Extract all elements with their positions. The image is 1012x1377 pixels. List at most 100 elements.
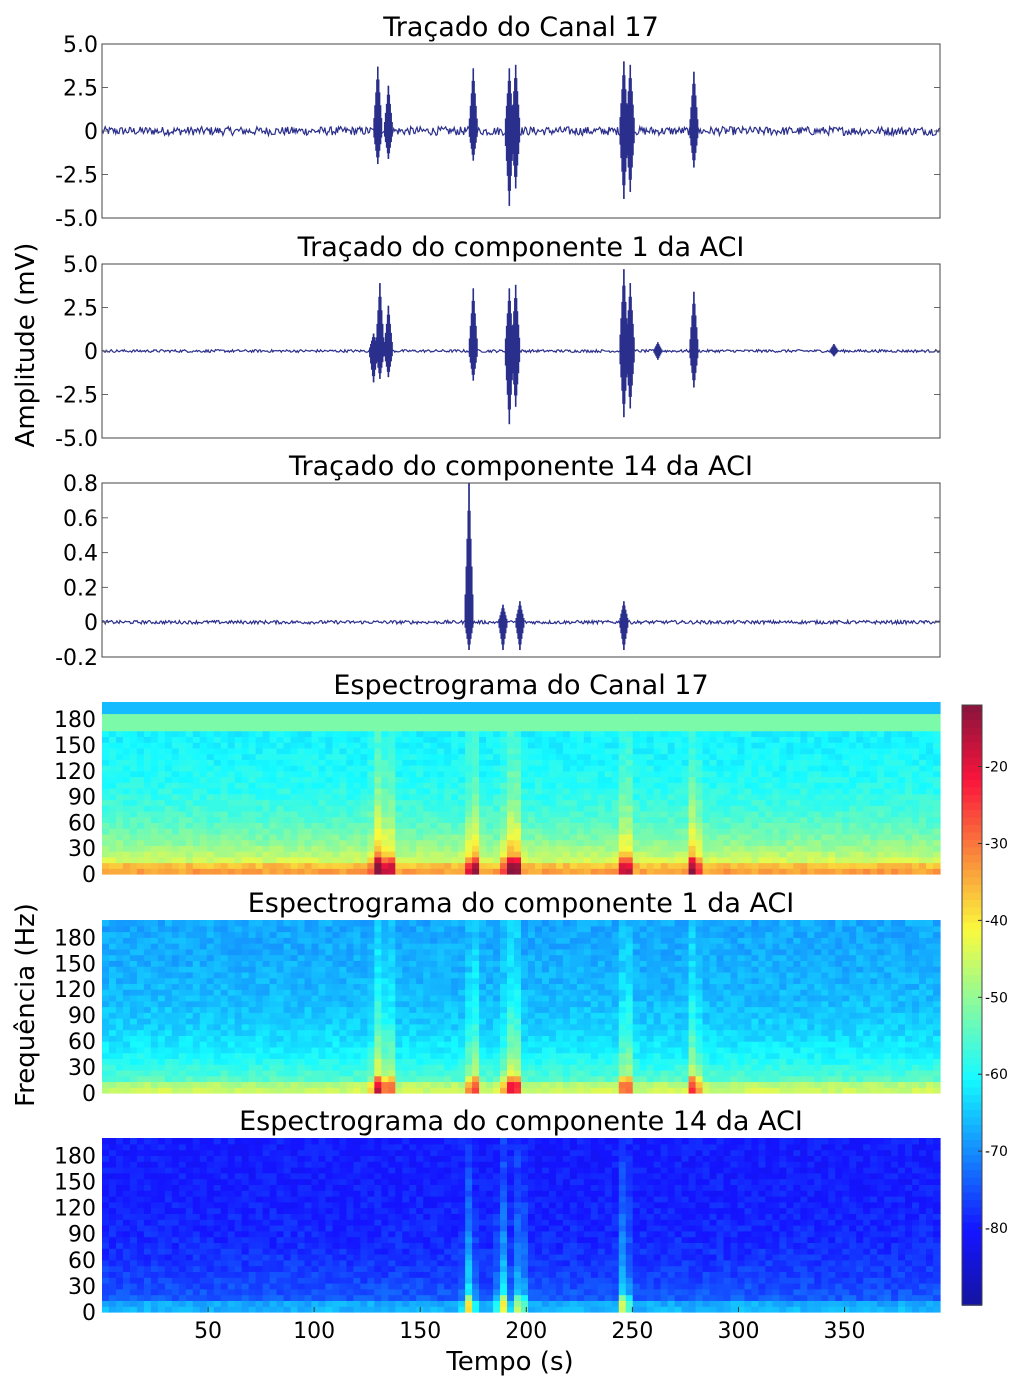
y-tick-label: 150 (54, 1171, 96, 1196)
spike-burst (383, 305, 393, 378)
y-tick-label: 30 (68, 837, 96, 862)
panel-2: Traçado do componente 1 da ACI 5.0 2.5 0 -2.… (55, 232, 941, 452)
colorbar-segment (962, 937, 982, 946)
colorbar-segment (962, 1035, 982, 1044)
colorbar-segment (962, 1080, 982, 1089)
spike-burst (515, 601, 525, 651)
colorbar-segment (962, 780, 982, 789)
y-tick-label: 5.0 (63, 33, 98, 58)
colorbar-segment (962, 847, 982, 856)
colorbar-segment (962, 877, 982, 886)
colorbar-tick-label: -20 (985, 760, 1008, 776)
colorbar-segment (962, 1297, 982, 1306)
colorbar-segment (962, 1012, 982, 1021)
spectrogram-cells (102, 702, 941, 875)
colorbar-segment (962, 1237, 982, 1246)
spike-burst (468, 68, 478, 161)
colorbar-tick-label: -80 (985, 1221, 1008, 1237)
colorbar-segment (962, 1275, 982, 1284)
colorbar-segment (962, 892, 982, 901)
spike-burst (511, 284, 521, 407)
colorbar-segment (962, 1170, 982, 1179)
colorbar-segment (962, 1102, 982, 1111)
panel-3: Traçado do componente 14 da ACI 0.8 0.6 0.4… (55, 451, 941, 671)
y-tick-label: 2.5 (63, 297, 98, 322)
x-axis-ticks: 50 100 150 200 250 300 350 (194, 1307, 866, 1344)
colorbar-segment (962, 742, 982, 751)
colorbar-segment (962, 1290, 982, 1299)
spike-burst (373, 66, 383, 165)
colorbar-segment (962, 945, 982, 954)
spike-burst (498, 604, 508, 651)
spike-burst (625, 64, 635, 192)
colorbar-segment (962, 1222, 982, 1231)
spike-burst (511, 64, 521, 189)
colorbar-segment (962, 705, 982, 714)
colorbar-segment (962, 967, 982, 976)
xlabel-tempo: Tempo (s) (445, 1347, 573, 1377)
colorbar-segment (962, 772, 982, 781)
colorbar-segment (962, 1087, 982, 1096)
x-tick-label: 300 (717, 1319, 759, 1344)
spike-burst (689, 291, 699, 388)
spike-burst (689, 71, 699, 168)
colorbar-segment (962, 1147, 982, 1156)
colorbar-segment (962, 787, 982, 796)
x-tick-label: 50 (194, 1319, 222, 1344)
colorbar-segment (962, 720, 982, 729)
y-tick-label: 120 (54, 978, 96, 1003)
colorbar-segment (962, 930, 982, 939)
colorbar-segment (962, 1132, 982, 1141)
colorbar-tick-label: -50 (985, 990, 1008, 1006)
y-tick-label: -0.2 (55, 646, 98, 671)
spike-burst (375, 283, 385, 379)
y-tick-label: 60 (68, 1030, 96, 1055)
panel-title: Espectrograma do Canal 17 (333, 670, 708, 701)
y-tick-label: 150 (54, 734, 96, 759)
colorbar-segment (962, 810, 982, 819)
y-tick-label: 180 (54, 1144, 96, 1169)
y-tick-label: 0 (82, 1301, 96, 1326)
colorbar-segment (962, 922, 982, 931)
y-tick-label: 0 (84, 120, 98, 145)
colorbar-segment (962, 1072, 982, 1081)
y-tick-label: 60 (68, 811, 96, 836)
colorbar-segment (962, 1027, 982, 1036)
signal-trace (101, 348, 941, 354)
colorbar-segment (962, 757, 982, 766)
colorbar-tick-label: -30 (985, 836, 1008, 852)
colorbar-segment (962, 1065, 982, 1074)
colorbar-segment (962, 1042, 982, 1051)
y-tick-label: 60 (68, 1249, 96, 1274)
spike-burst (829, 344, 839, 357)
panel-title: Espectrograma do componente 1 da ACI (248, 888, 795, 919)
colorbar-segment (962, 1110, 982, 1119)
colorbar-segment (962, 1125, 982, 1134)
colorbar-segment (962, 1200, 982, 1209)
y-tick-label: 0 (84, 340, 98, 365)
colorbar-segment (962, 982, 982, 991)
y-tick-label: 30 (68, 1056, 96, 1081)
colorbar-segment (962, 1140, 982, 1149)
ylabel-frequency: Frequência (Hz) (11, 903, 41, 1107)
colorbar-tick-label: -70 (985, 1144, 1008, 1160)
spike-burst (383, 85, 393, 159)
y-tick-label: 120 (54, 760, 96, 785)
colorbar-frame (961, 704, 983, 1306)
y-tick-label: 0 (82, 1082, 96, 1107)
colorbar-segment (962, 915, 982, 924)
spike-burst (619, 601, 629, 651)
spike-burst (464, 483, 474, 651)
x-tick-label: 350 (824, 1319, 866, 1344)
y-tick-label: 0.4 (63, 542, 98, 567)
colorbar-tick-label: -40 (985, 913, 1008, 929)
y-tick-label: 150 (54, 952, 96, 977)
y-tick-label: 120 (54, 1197, 96, 1222)
panel-1: Traçado do Canal 17 5.0 2.5 0 -2.5 -5.0 (55, 12, 941, 232)
colorbar-segment (962, 1005, 982, 1014)
y-tick-label: 0 (82, 863, 96, 888)
colorbar-segment (962, 990, 982, 999)
colorbar-segment (962, 885, 982, 894)
colorbar-segment (962, 712, 982, 721)
